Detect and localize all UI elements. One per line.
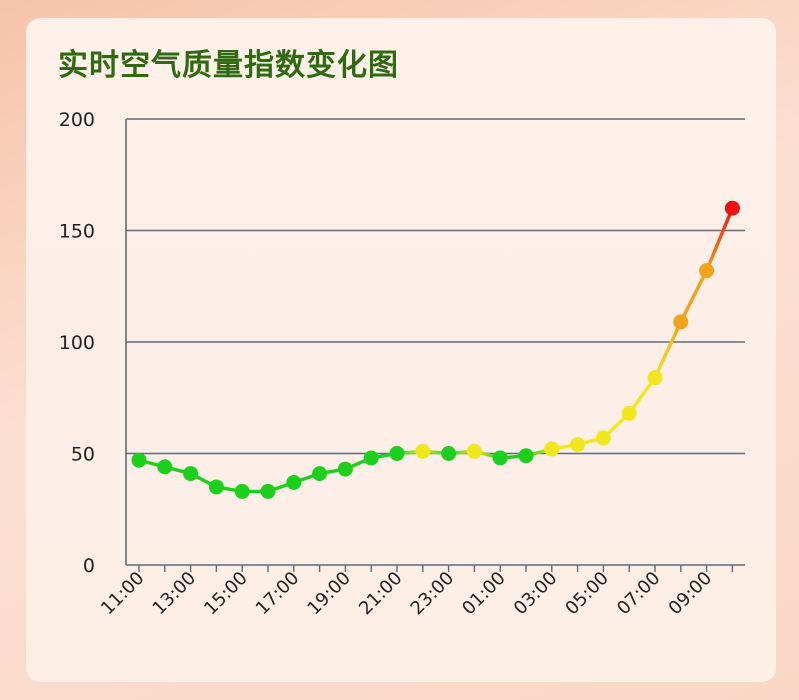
x-tick-labels: 11:00 13:00 15:00 17:00 19:00 21:00 23:00 01:00…: [97, 568, 716, 620]
chart-title: 实时空气质量指数变化图: [58, 48, 399, 83]
data-point-09:00[interactable]: [699, 263, 715, 279]
x-tick-label: 05:00: [561, 568, 613, 620]
line-segment: [653, 320, 683, 380]
x-tick-label: 15:00: [200, 568, 252, 620]
x-tick-label: 23:00: [407, 568, 459, 620]
data-point-14:00[interactable]: [208, 479, 224, 495]
data-point-12:00[interactable]: [157, 459, 173, 475]
data-point-22:00[interactable]: [415, 443, 431, 459]
x-tick-label: 01:00: [458, 568, 510, 620]
x-tick-label: 21:00: [355, 568, 407, 620]
data-point-21:00[interactable]: [389, 446, 405, 461]
data-point-18:00[interactable]: [312, 466, 328, 482]
data-point-00:00[interactable]: [466, 443, 482, 459]
line-segment: [704, 206, 735, 273]
series-line: [137, 206, 735, 494]
data-point-07:00[interactable]: [647, 370, 663, 386]
series-points: [131, 200, 740, 499]
y-tick-label: 200: [59, 109, 95, 131]
data-point-17:00[interactable]: [286, 474, 302, 490]
grid-lines: [126, 118, 745, 455]
data-point-02:00[interactable]: [518, 448, 534, 464]
data-point-19:00[interactable]: [337, 461, 353, 477]
y-tick-label: 100: [59, 332, 95, 354]
axes: [125, 119, 745, 572]
data-point-08:00[interactable]: [673, 314, 689, 330]
data-point-15:00[interactable]: [234, 483, 250, 499]
y-tick-label: 0: [83, 555, 95, 577]
data-point-04:00[interactable]: [570, 437, 586, 453]
data-point-06:00[interactable]: [621, 405, 637, 421]
x-tick-label: 11:00: [97, 568, 149, 620]
data-point-23:00[interactable]: [441, 446, 457, 461]
y-tick-label: 150: [59, 221, 95, 243]
x-tick-label: 17:00: [252, 568, 304, 620]
x-tick-label: 03:00: [510, 568, 562, 620]
data-point-01:00[interactable]: [492, 450, 508, 466]
y-tick-labels: 0 50 100 150 200: [59, 109, 95, 577]
line-segment: [679, 268, 709, 324]
chart-card: [26, 18, 776, 682]
x-tick-label: 09:00: [665, 568, 717, 620]
data-point-11:00[interactable]: [131, 452, 147, 468]
data-point-03:00[interactable]: [544, 441, 560, 457]
x-tick-label: 07:00: [613, 568, 665, 620]
data-point-05:00[interactable]: [595, 430, 611, 446]
x-tick-label: 19:00: [303, 568, 355, 620]
y-tick-label: 50: [71, 444, 95, 466]
x-tick-label: 13:00: [149, 568, 201, 620]
data-point-13:00[interactable]: [183, 466, 199, 482]
data-point-16:00[interactable]: [260, 483, 276, 499]
data-point-20:00[interactable]: [363, 450, 379, 466]
data-point-10:00[interactable]: [724, 200, 740, 216]
